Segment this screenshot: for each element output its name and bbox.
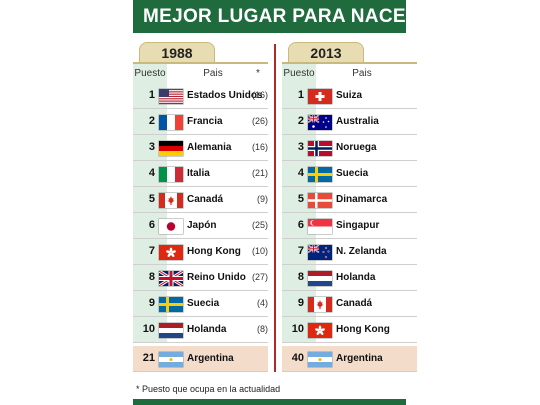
current-rank: (8): [257, 324, 268, 334]
table-row: 7 Hong Kong (10): [133, 239, 268, 265]
country-name: Noruega: [336, 142, 377, 153]
column-current-header: *: [256, 68, 260, 79]
table-row: 1 Estados Unidos (16): [133, 83, 268, 109]
column-rank-header: Puesto: [282, 64, 316, 83]
table-row: 9 Canadá: [282, 291, 417, 317]
country-name: Suecia: [187, 298, 220, 309]
ranking-list: 1 Estados Unidos (16) 2 Francia (26) 3 Alemania…: [133, 83, 268, 343]
country-name: Hong Kong: [336, 324, 390, 335]
france-flag-icon: [159, 115, 183, 130]
table-row: 2 Australia: [282, 109, 417, 135]
table-row: 2 Francia (26): [133, 109, 268, 135]
rank-number: 40: [282, 346, 316, 371]
table-row: 3 Noruega: [282, 135, 417, 161]
germany-flag-icon: [159, 141, 183, 156]
column-country-header: Pais: [203, 68, 223, 79]
country-name: Estados Unidos: [187, 90, 263, 101]
country-name: Alemania: [187, 142, 232, 153]
current-rank: (25): [251, 220, 268, 230]
argentina-flag-icon: [159, 352, 183, 367]
year-tab: 1988: [139, 42, 215, 64]
usa-flag-icon: [159, 89, 183, 104]
current-rank: (26): [251, 116, 268, 126]
current-rank: (16): [251, 90, 268, 100]
country-name: Canadá: [336, 298, 373, 309]
new-zealand-flag-icon: [308, 245, 332, 260]
netherlands-flag-icon: [159, 323, 183, 338]
current-rank: (21): [251, 168, 268, 178]
title-banner: MEJOR LUGAR PARA NACER: [133, 0, 420, 33]
column-divider: [274, 44, 276, 372]
current-rank: (27): [251, 272, 268, 282]
current-rank: (16): [251, 142, 268, 152]
column-country-header: Pais: [352, 68, 372, 79]
japan-flag-icon: [159, 219, 183, 234]
denmark-flag-icon: [308, 193, 332, 208]
canada-flag-icon: [159, 193, 183, 208]
footnote: * Puesto que ocupa en la actualidad: [136, 384, 281, 394]
country-name: Holanda: [336, 272, 376, 283]
column-rank-header: Puesto: [133, 64, 167, 83]
table-row: 10 Holanda (8): [133, 317, 268, 343]
current-rank: (9): [257, 194, 268, 204]
table-row: 4 Suecia: [282, 161, 417, 187]
country-name: Argentina: [187, 353, 234, 364]
country-name: Suiza: [336, 90, 363, 101]
argentina-row: 21 Argentina: [133, 346, 268, 372]
country-name: Francia: [187, 116, 223, 127]
table-row: 10 Hong Kong: [282, 317, 417, 343]
country-name: Singapur: [336, 220, 380, 231]
country-name: Italia: [187, 168, 210, 179]
country-name: Japón: [187, 220, 217, 231]
table-row: 9 Suecia (4): [133, 291, 268, 317]
country-name: Hong Kong: [187, 246, 241, 257]
ranking-list: 1 Suiza 2 Australia 3 Noruega 4 Suecia 5 Dinamarc…: [282, 83, 417, 343]
singapore-flag-icon: [308, 219, 332, 234]
table-row: 4 Italia (21): [133, 161, 268, 187]
table-row: 6 Singapur: [282, 213, 417, 239]
uk-flag-icon: [159, 271, 183, 286]
sweden-flag-icon: [159, 297, 183, 312]
italy-flag-icon: [159, 167, 183, 182]
year-underline: [282, 62, 417, 64]
table-row: 7 N. Zelanda: [282, 239, 417, 265]
norway-flag-icon: [308, 141, 332, 156]
country-name: Australia: [336, 116, 379, 127]
hong-kong-flag-icon: [308, 323, 332, 338]
year-underline: [133, 62, 268, 64]
table-row: 6 Japón (25): [133, 213, 268, 239]
switzerland-flag-icon: [308, 89, 332, 104]
current-rank: (4): [257, 298, 268, 308]
country-name: Reino Unido: [187, 272, 246, 283]
table-row: 8 Holanda: [282, 265, 417, 291]
argentina-row: 40 Argentina: [282, 346, 417, 372]
australia-flag-icon: [308, 115, 332, 130]
country-name: Canadá: [187, 194, 224, 205]
column-header: Puesto Pais *: [133, 64, 268, 83]
sweden-flag-icon: [308, 167, 332, 182]
page-title: MEJOR LUGAR PARA NACER: [143, 6, 420, 27]
table-row: 3 Alemania (16): [133, 135, 268, 161]
bottom-bar: [133, 399, 406, 405]
argentina-flag-icon: [308, 352, 332, 367]
netherlands-flag-icon: [308, 271, 332, 286]
canada-flag-icon: [308, 297, 332, 312]
table-row: 5 Canadá (9): [133, 187, 268, 213]
table-row: 1 Suiza: [282, 83, 417, 109]
year-tab: 2013: [288, 42, 364, 64]
table-row: 5 Dinamarca: [282, 187, 417, 213]
country-name: Dinamarca: [336, 194, 388, 205]
country-name: Holanda: [187, 324, 227, 335]
country-name: Suecia: [336, 168, 369, 179]
country-name: N. Zelanda: [336, 246, 387, 257]
column-header: Puesto Pais: [282, 64, 417, 83]
current-rank: (10): [251, 246, 268, 256]
country-name: Argentina: [336, 353, 383, 364]
table-row: 8 Reino Unido (27): [133, 265, 268, 291]
hong-kong-flag-icon: [159, 245, 183, 260]
